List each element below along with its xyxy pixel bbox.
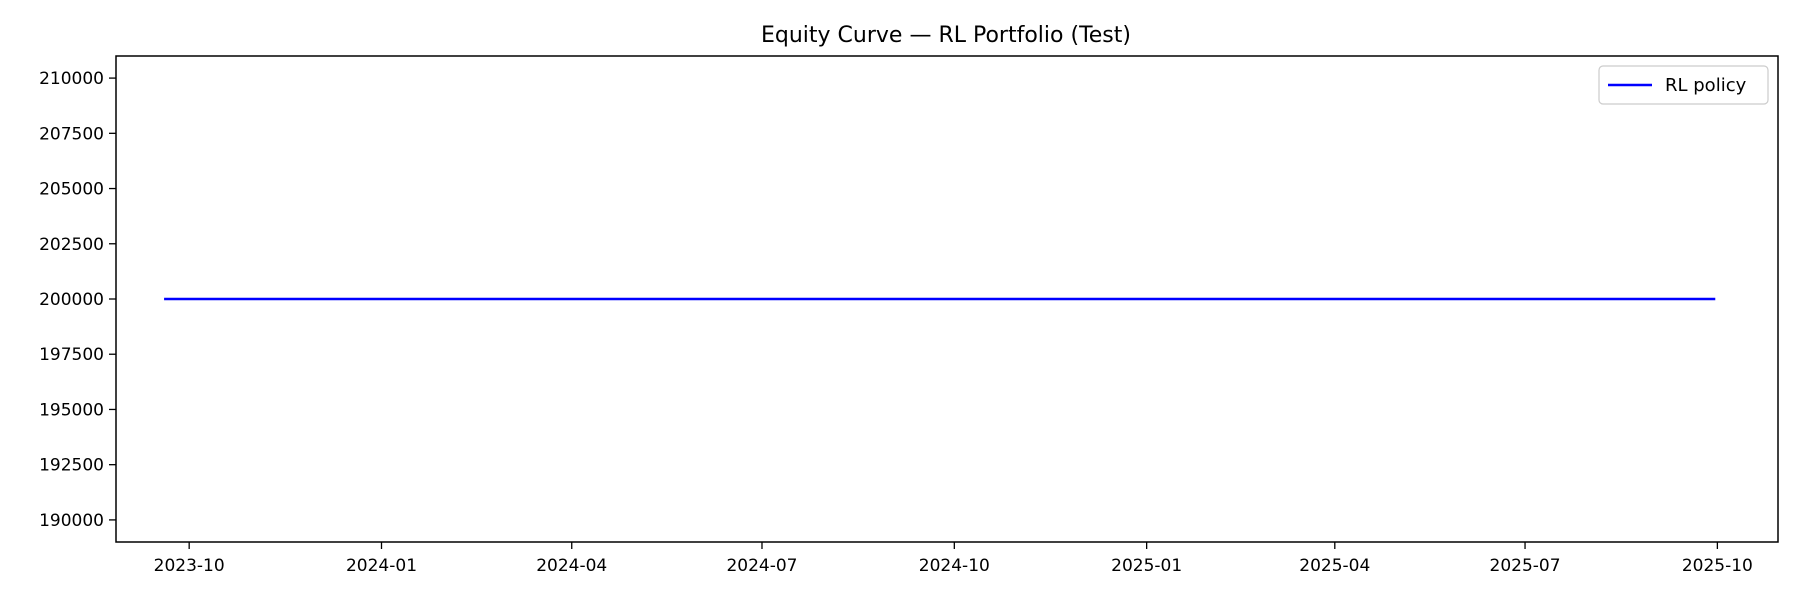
y-tick-label: 200000 (39, 290, 104, 310)
y-tick-label: 190000 (39, 511, 104, 531)
x-tick-label: 2023-10 (154, 556, 225, 576)
x-tick-label: 2025-10 (1682, 556, 1753, 576)
x-tick-label: 2025-01 (1111, 556, 1182, 576)
y-tick-label: 195000 (39, 400, 104, 420)
y-tick-label: 207500 (39, 124, 104, 144)
y-tick-label: 205000 (39, 180, 104, 200)
legend: RL policy (1598, 65, 1769, 105)
y-tick-label: 202500 (39, 235, 104, 255)
x-tick-label: 2024-10 (919, 556, 990, 576)
x-tick-label: 2024-07 (726, 556, 797, 576)
legend-label: RL policy (1665, 75, 1747, 96)
x-tick-label: 2024-04 (536, 556, 607, 576)
chart-title: Equity Curve — RL Portfolio (Test) (761, 23, 1131, 48)
x-tick-label: 2025-07 (1490, 556, 1561, 576)
y-tick-label: 197500 (39, 345, 104, 365)
y-tick-label: 210000 (39, 69, 104, 89)
x-tick-label: 2024-01 (346, 556, 417, 576)
x-axis-ticks: 2023-10 2024-01 2024-04 2024-07 2024-10 2025-… (154, 542, 1753, 576)
y-axis-ticks: 190000 192500 195000 197500 200000 202500 2050… (39, 69, 116, 531)
legend-box (1598, 65, 1769, 105)
x-tick-label: 2025-04 (1299, 556, 1370, 576)
y-tick-label: 192500 (39, 456, 104, 476)
